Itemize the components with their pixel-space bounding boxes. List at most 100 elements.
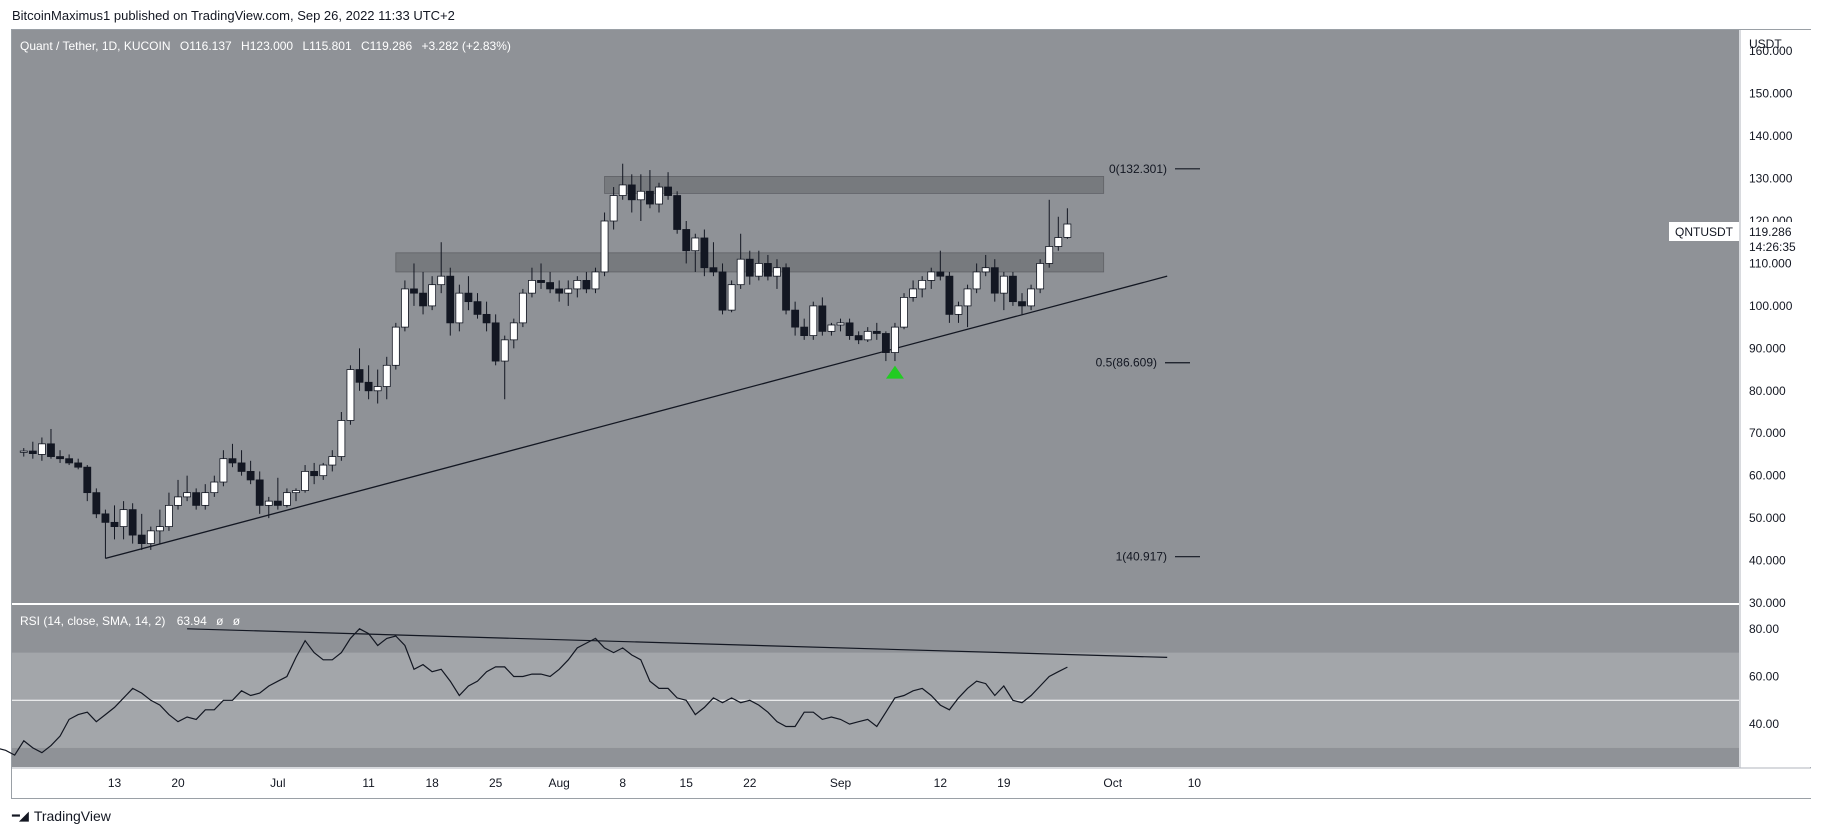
candle [28,441,37,459]
candle [283,488,291,508]
legend-high-label: H [241,39,250,53]
candle [110,505,119,540]
candle-body [364,381,373,392]
x-tick-label: 18 [425,776,439,790]
candle-body [936,271,945,277]
candle-body [28,450,37,454]
candle-body [1045,246,1054,264]
candle [219,450,228,487]
candle [709,242,718,277]
footer-brand: TradingView [33,808,111,824]
candle [455,284,464,332]
candle [773,259,781,289]
candle [437,242,446,294]
candle [872,322,881,340]
fib-level-label: 1(40.917) [1116,550,1167,564]
candle-body [228,458,237,464]
candle [228,443,237,468]
candle-body [745,258,754,277]
candle [664,172,672,200]
candle-body [764,263,772,277]
candle-body [727,284,736,311]
rsi-tick-label: 40.00 [1749,717,1779,731]
candle-body [47,443,55,457]
candle [246,460,255,485]
candle-body [464,292,473,303]
candle [981,254,990,277]
ascending-support-line [105,275,1168,560]
candle [791,301,800,336]
candle-body [455,292,464,324]
candle-body [981,267,990,273]
candle [391,322,400,370]
candle-body [809,305,818,336]
candle-body [509,322,518,341]
symbol-badge-text: QNTUSDT [1675,225,1734,239]
candle-body [74,462,83,468]
price-badge-value: 119.286 [1749,225,1792,239]
candle-body [83,466,92,494]
candle [183,475,192,502]
candle [646,170,654,209]
candle-body [346,369,355,421]
candle [1054,216,1063,251]
y-tick-label: 90.000 [1749,341,1786,355]
candle-body [528,280,536,294]
candle [210,475,219,497]
candle-body [655,186,663,205]
candle [863,327,872,342]
candle [909,280,917,302]
candle-body [618,184,627,196]
candle [555,280,564,302]
candle-body [355,369,364,383]
x-tick-label: 20 [171,776,185,790]
candle [310,462,319,485]
candle [273,477,282,510]
candle-body [736,258,745,286]
candle [1045,199,1054,268]
candle-body [1009,275,1017,303]
fib-level-label: 0.5(86.609) [1096,356,1157,370]
candle [174,479,182,510]
candle [382,356,391,400]
candle-body [573,280,582,290]
candle-body [836,322,845,326]
candle-body [428,284,437,307]
x-tick-label: 10 [1188,776,1202,790]
rsi-legend: RSI (14, close, SMA, 14, 2) 63.94 ø ø [20,614,241,628]
candle [564,280,573,306]
candle-body [500,339,509,362]
legend-open-label: O [180,39,189,53]
candle-body [800,326,809,337]
candle [1063,208,1072,239]
candle-body [718,271,727,311]
candle [800,318,809,340]
candle [337,412,346,461]
candle-body [537,280,545,283]
candle [936,250,945,281]
candle-body [691,237,700,252]
candle [518,288,527,328]
candle [1018,293,1026,315]
candle-body [754,263,763,277]
candle-body [400,288,409,328]
candle [400,280,409,332]
x-tick-label: 13 [108,776,122,790]
legend-low: 115.801 [309,39,352,53]
candle-body [872,330,881,334]
candle [101,509,110,559]
candle [364,365,373,400]
candle [954,301,963,323]
candle-body [219,458,228,483]
tradingview-footer[interactable]: ━◢ TradingView [12,808,111,824]
candle [410,263,418,306]
candle [582,271,591,294]
time-axis-bg [12,768,1811,798]
candle-body [473,301,482,315]
candle [900,293,908,330]
candle [83,465,92,502]
candle-body [328,456,337,466]
rsi-legend-value: 63.94 [177,614,207,628]
candle [636,174,645,221]
